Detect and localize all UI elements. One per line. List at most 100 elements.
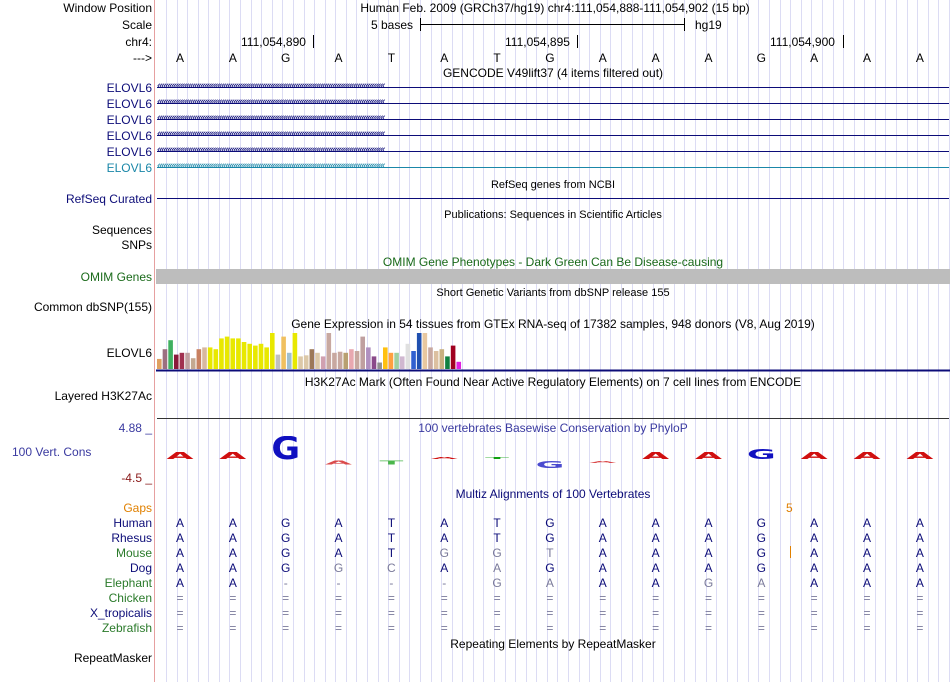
gencode-item-label[interactable]: ELOVL6	[106, 97, 152, 111]
gencode-gene-feature[interactable]: ‹‹‹‹‹‹‹‹‹‹‹‹‹‹‹‹‹‹‹‹‹‹‹‹‹‹‹‹‹‹‹‹‹‹‹‹‹‹‹‹…	[157, 115, 949, 124]
gtex-tissue-bar[interactable]	[416, 333, 422, 369]
phylop-base-glyph[interactable]: A	[695, 450, 722, 461]
gtex-tissue-bar[interactable]	[377, 362, 382, 369]
phylop-base-glyph[interactable]: T	[485, 456, 509, 459]
gtex-tissue-bar[interactable]	[202, 347, 207, 369]
gtex-tissue-bar[interactable]	[337, 351, 343, 369]
gtex-tissue-bar[interactable]	[162, 349, 168, 369]
species-label[interactable]: X_tropicalis	[89, 606, 152, 620]
phylop-base-glyph[interactable]: G	[271, 436, 300, 467]
gtex-tissue-bar[interactable]	[428, 347, 433, 369]
phylop-base-glyph[interactable]: A	[801, 450, 828, 461]
gtex-tissue-bar[interactable]	[275, 354, 281, 369]
phylop-base-glyph[interactable]: A	[906, 450, 933, 461]
gencode-item-label[interactable]: ELOVL6	[106, 129, 152, 143]
species-label[interactable]: Elephant	[104, 576, 152, 590]
gtex-tissue-bar[interactable]	[224, 336, 230, 369]
gtex-tissue-bar[interactable]	[354, 351, 360, 369]
gtex-tissue-bar[interactable]	[399, 356, 405, 369]
dbsnp-track-label[interactable]: Common dbSNP(155)	[33, 300, 152, 314]
gtex-tissue-bar[interactable]	[298, 356, 303, 369]
gtex-tissue-bar[interactable]	[258, 343, 264, 369]
gtex-tissue-bar[interactable]	[286, 352, 292, 369]
gtex-tissue-bar[interactable]	[360, 336, 365, 369]
species-label[interactable]: Rhesus	[111, 531, 152, 545]
refseq-gene-line[interactable]	[157, 198, 949, 199]
gtex-tissue-bar[interactable]	[292, 333, 298, 369]
gtex-track-label[interactable]: ELOVL6	[106, 346, 152, 360]
gtex-tissue-bar[interactable]	[366, 347, 371, 369]
gtex-tissue-bar[interactable]	[394, 352, 399, 369]
gencode-gene-feature[interactable]: ‹‹‹‹‹‹‹‹‹‹‹‹‹‹‹‹‹‹‹‹‹‹‹‹‹‹‹‹‹‹‹‹‹‹‹‹‹‹‹‹…	[157, 163, 949, 172]
gtex-tissue-bar[interactable]	[320, 356, 326, 369]
gencode-gene-feature[interactable]: ‹‹‹‹‹‹‹‹‹‹‹‹‹‹‹‹‹‹‹‹‹‹‹‹‹‹‹‹‹‹‹‹‹‹‹‹‹‹‹‹…	[157, 99, 949, 108]
gtex-tissue-bar[interactable]	[196, 349, 202, 369]
gtex-tissue-bar[interactable]	[445, 356, 450, 369]
gtex-tissue-bar[interactable]	[190, 358, 196, 369]
gtex-tissue-bar[interactable]	[383, 347, 388, 369]
phylop-base-glyph[interactable]: T	[379, 460, 403, 466]
gtex-tissue-bar[interactable]	[303, 355, 309, 369]
gtex-tissue-bar[interactable]	[349, 349, 354, 369]
phylop-base-glyph[interactable]: A	[589, 460, 617, 463]
gtex-tissue-bar[interactable]	[433, 351, 439, 369]
gtex-tissue-bar[interactable]	[230, 338, 236, 369]
gtex-tissue-bar[interactable]	[422, 333, 428, 369]
gtex-tissue-bar[interactable]	[219, 338, 224, 369]
gtex-expression-chart[interactable]	[156, 332, 950, 372]
species-label[interactable]: Mouse	[115, 546, 152, 560]
gtex-tissue-bar[interactable]	[332, 352, 337, 369]
gtex-tissue-bar[interactable]	[450, 345, 456, 369]
gtex-tissue-bar[interactable]	[343, 352, 349, 369]
species-label[interactable]: Zebrafish	[101, 621, 152, 635]
publications-sequences-label[interactable]: Sequences	[91, 223, 152, 237]
gencode-gene-feature[interactable]: ‹‹‹‹‹‹‹‹‹‹‹‹‹‹‹‹‹‹‹‹‹‹‹‹‹‹‹‹‹‹‹‹‹‹‹‹‹‹‹‹…	[157, 147, 949, 156]
species-label[interactable]: Human	[113, 516, 152, 530]
gencode-item-label[interactable]: ELOVL6	[106, 81, 152, 95]
gtex-tissue-bar[interactable]	[456, 361, 462, 369]
publications-snps-label[interactable]: SNPs	[121, 238, 152, 252]
gtex-tissue-bar[interactable]	[173, 354, 179, 369]
gtex-tissue-bar[interactable]	[236, 338, 241, 369]
phylop-base-glyph[interactable]: A	[642, 450, 669, 461]
gtex-tissue-bar[interactable]	[309, 349, 315, 369]
gencode-gene-feature[interactable]: ‹‹‹‹‹‹‹‹‹‹‹‹‹‹‹‹‹‹‹‹‹‹‹‹‹‹‹‹‹‹‹‹‹‹‹‹‹‹‹‹…	[157, 83, 949, 92]
omim-track-label[interactable]: OMIM Genes	[80, 270, 152, 284]
phylop-base-glyph[interactable]: A	[166, 450, 193, 461]
gtex-tissue-bar[interactable]	[439, 349, 445, 369]
gencode-item-label[interactable]: ELOVL6	[106, 145, 152, 159]
gencode-item-label[interactable]: ELOVL6	[106, 113, 152, 127]
gtex-tissue-bar[interactable]	[207, 347, 213, 369]
phylop-base-glyph[interactable]: A	[219, 450, 246, 461]
gtex-tissue-bar[interactable]	[411, 351, 416, 369]
repeatmasker-track-label[interactable]: RepeatMasker	[73, 651, 152, 665]
gtex-tissue-bar[interactable]	[388, 352, 394, 369]
phylop-conservation-logo[interactable]: A A G A T A T G A A A G A A A	[156, 436, 950, 476]
gtex-tissue-bar[interactable]	[241, 342, 247, 369]
gtex-tissue-bar[interactable]	[326, 333, 332, 369]
gtex-tissue-bar[interactable]	[315, 352, 320, 369]
refseq-track-label[interactable]: RefSeq Curated	[65, 192, 152, 206]
phylop-base-glyph[interactable]: A	[431, 456, 459, 459]
gtex-tissue-bar[interactable]	[281, 336, 286, 369]
gencode-gene-feature[interactable]: ‹‹‹‹‹‹‹‹‹‹‹‹‹‹‹‹‹‹‹‹‹‹‹‹‹‹‹‹‹‹‹‹‹‹‹‹‹‹‹‹…	[157, 131, 949, 140]
phylop-base-glyph[interactable]: G	[747, 447, 776, 463]
gtex-tissue-bar[interactable]	[213, 349, 219, 369]
gtex-tissue-bar[interactable]	[185, 352, 190, 369]
gtex-tissue-bar[interactable]	[247, 343, 252, 369]
gtex-tissue-bar[interactable]	[270, 333, 275, 369]
phylop-base-glyph[interactable]: A	[325, 460, 353, 466]
species-label[interactable]: Dog	[129, 561, 152, 575]
gtex-tissue-bar[interactable]	[264, 347, 269, 369]
gtex-tissue-bar[interactable]	[157, 358, 162, 369]
gtex-tissue-bar[interactable]	[179, 352, 185, 369]
gencode-item-label[interactable]: ELOVL6	[106, 161, 152, 175]
gtex-tissue-bar[interactable]	[253, 345, 258, 369]
phylop-base-glyph[interactable]: G	[536, 459, 565, 470]
gtex-tissue-bar[interactable]	[371, 356, 377, 369]
species-label[interactable]: Chicken	[108, 591, 152, 605]
gtex-tissue-bar[interactable]	[168, 340, 173, 369]
gtex-tissue-bar[interactable]	[405, 343, 411, 369]
phylop-base-glyph[interactable]: A	[854, 450, 881, 461]
